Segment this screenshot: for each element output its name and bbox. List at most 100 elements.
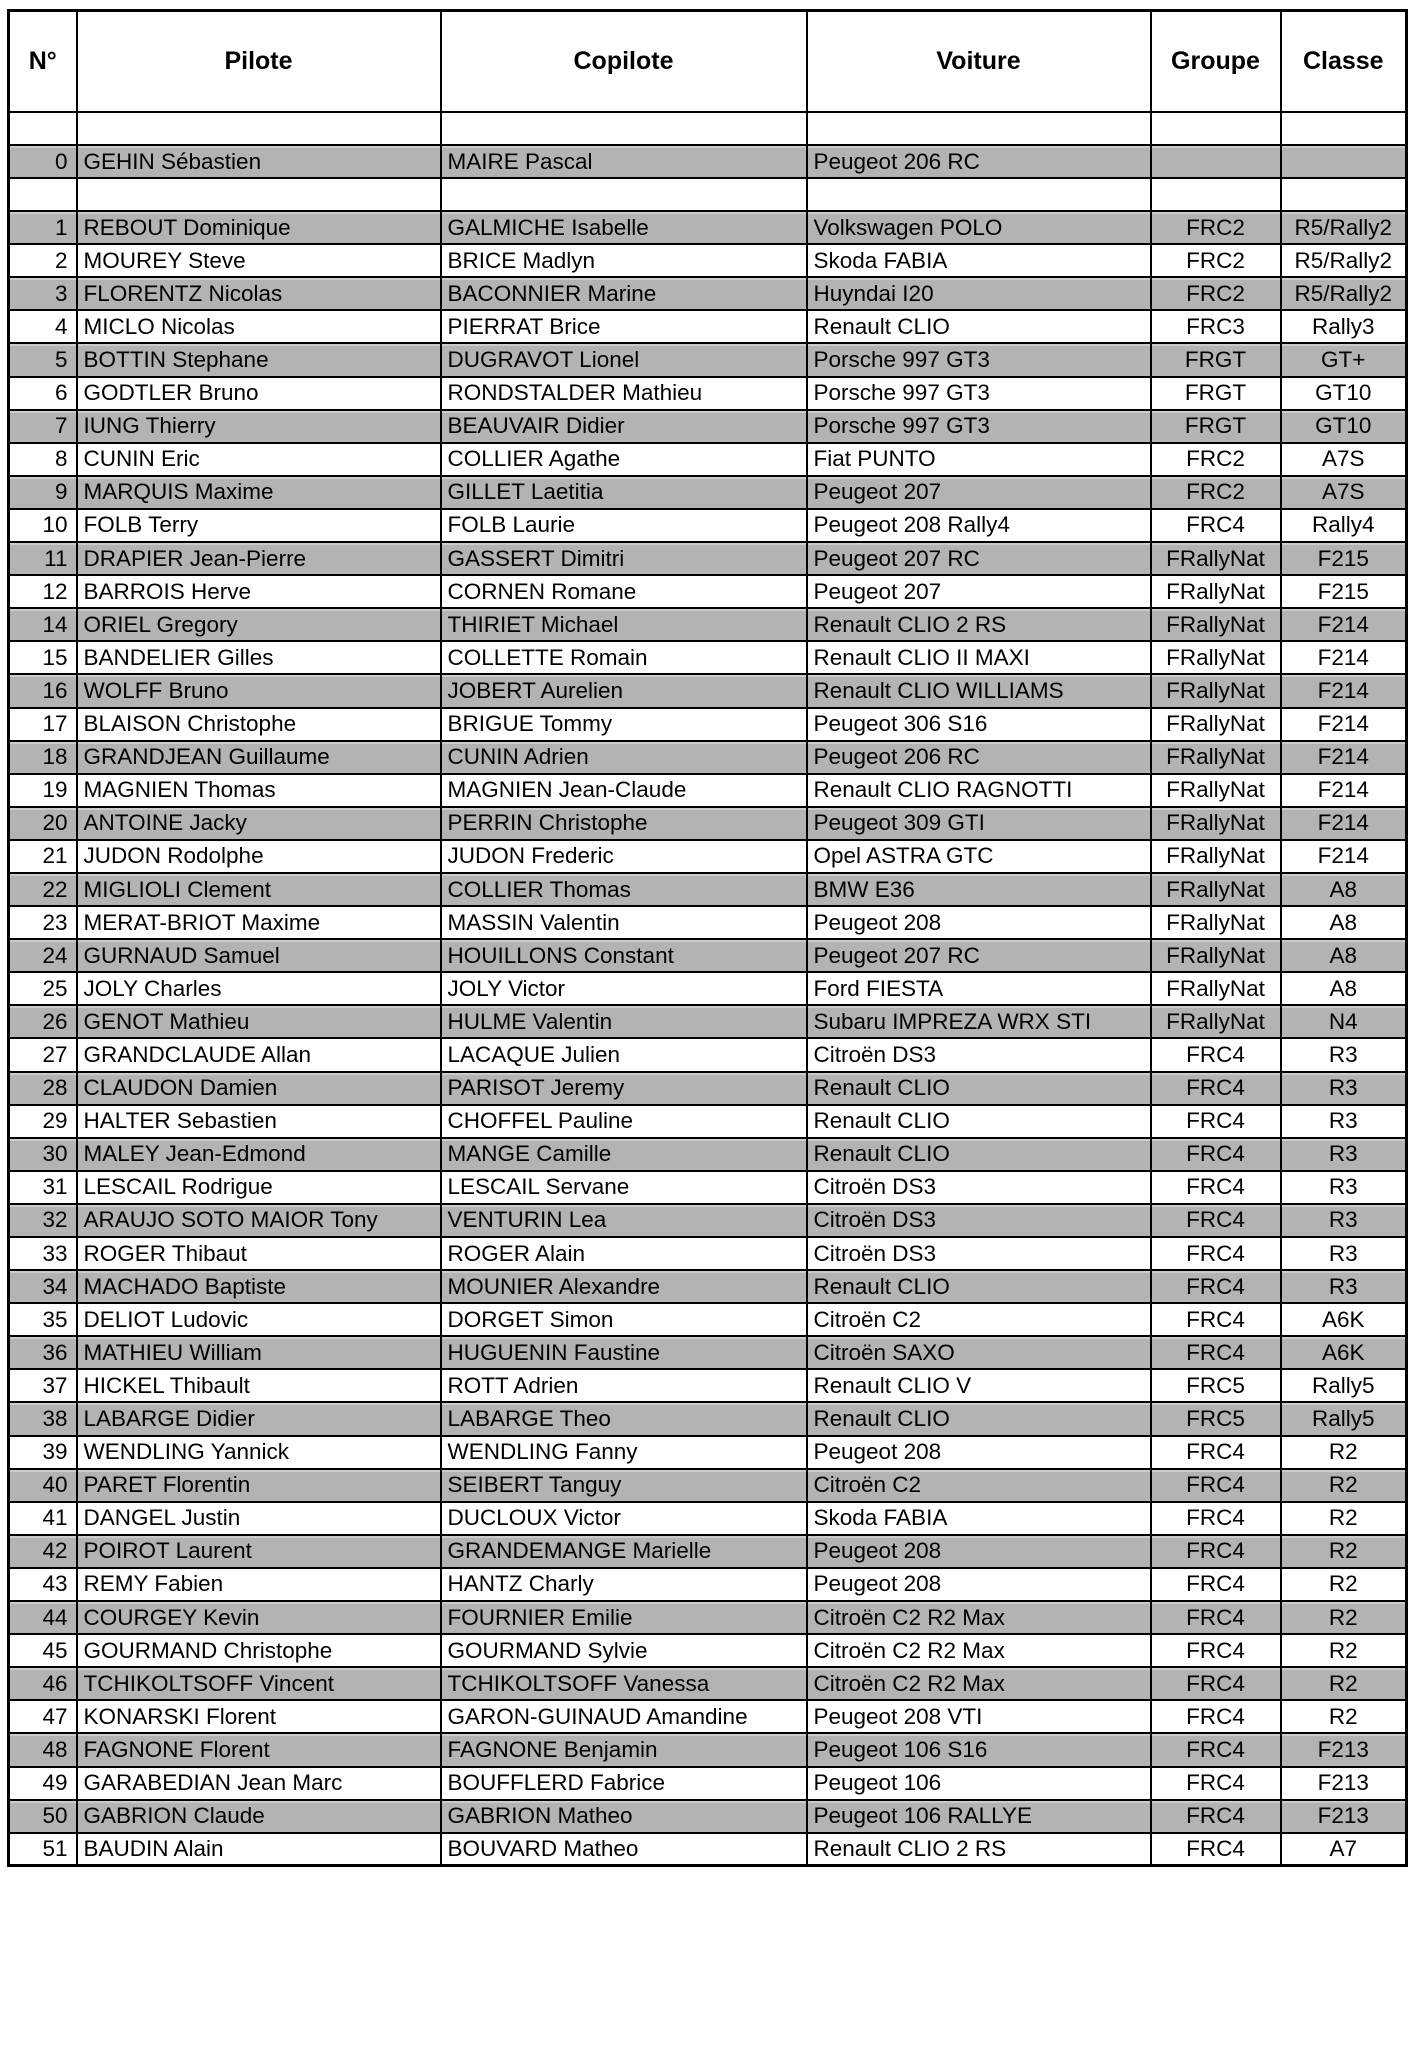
cell-num: 46 xyxy=(7,1666,78,1702)
cell-pilote: GRANDCLAUDE Allan xyxy=(75,1037,442,1073)
cell-classe: R2 xyxy=(1279,1600,1408,1636)
entry-row: 8 CUNIN Eric COLLIER Agathe Fiat PUNTO F… xyxy=(7,441,1408,477)
cell-num: 12 xyxy=(7,574,78,610)
cell-groupe: FRallyNat xyxy=(1149,938,1282,974)
cell-num: 7 xyxy=(7,408,78,444)
cell-groupe: FRC5 xyxy=(1149,1368,1282,1404)
cell-copilote: FOLB Laurie xyxy=(439,507,808,544)
cell-voiture: Citroën C2 R2 Max xyxy=(805,1666,1152,1702)
cell-copilote: BACONNIER Marine xyxy=(439,276,808,312)
entry-row: 18 GRANDJEAN Guillaume CUNIN Adrien Peug… xyxy=(7,739,1408,775)
cell-copilote: FOURNIER Emilie xyxy=(439,1600,808,1636)
cell-voiture: Skoda FABIA xyxy=(805,1500,1152,1536)
cell-copilote: JOBERT Aurelien xyxy=(439,673,808,709)
cell-pilote: KONARSKI Florent xyxy=(75,1699,442,1735)
cell-groupe: FRC4 xyxy=(1149,1500,1282,1536)
cell-pilote: DANGEL Justin xyxy=(75,1500,442,1536)
cell-classe: GT+ xyxy=(1279,342,1408,378)
cell-classe: F214 xyxy=(1279,706,1408,742)
entry-row: 29 HALTER Sebastien CHOFFEL Pauline Rena… xyxy=(7,1103,1408,1139)
entry-row: 47 KONARSKI Florent GARON-GUINAUD Amandi… xyxy=(7,1699,1408,1735)
entry-row: 19 MAGNIEN Thomas MAGNIEN Jean-Claude Re… xyxy=(7,772,1408,808)
cell-copilote: BOUFFLERD Fabrice xyxy=(439,1765,808,1801)
cell-groupe: FRallyNat xyxy=(1149,739,1282,775)
entry-row: 1 REBOUT Dominique GALMICHE Isabelle Vol… xyxy=(7,210,1408,246)
spacer-row xyxy=(7,111,1408,146)
cell-classe: F214 xyxy=(1279,640,1408,676)
cell-pilote: JUDON Rodolphe xyxy=(75,838,442,874)
entry-row: 45 GOURMAND Christophe GOURMAND Sylvie C… xyxy=(7,1633,1408,1669)
cell-groupe: FRallyNat xyxy=(1149,607,1282,643)
entry-row: 31 LESCAIL Rodrigue LESCAIL Servane Citr… xyxy=(7,1169,1408,1205)
cell-groupe: FRC4 xyxy=(1149,1467,1282,1503)
cell-voiture: Renault CLIO xyxy=(805,1103,1152,1139)
cell-pilote: MALEY Jean-Edmond xyxy=(75,1136,442,1172)
cell-groupe: FRallyNat xyxy=(1149,541,1282,577)
cell-groupe: FRallyNat xyxy=(1149,772,1282,808)
spacer-row xyxy=(7,177,1408,213)
cell-groupe: FRC4 xyxy=(1149,1434,1282,1470)
cell-groupe: FRC4 xyxy=(1149,1136,1282,1172)
cell-groupe: FRC5 xyxy=(1149,1401,1282,1437)
cell-copilote: CORNEN Romane xyxy=(439,574,808,610)
cell-num: 45 xyxy=(7,1633,78,1669)
cell-copilote: MAGNIEN Jean-Claude xyxy=(439,772,808,808)
cell-classe: F214 xyxy=(1279,739,1408,775)
cell-voiture: Peugeot 208 Rally4 xyxy=(805,507,1152,544)
cell-groupe: FRallyNat xyxy=(1149,1004,1282,1040)
cell-copilote: MASSIN Valentin xyxy=(439,905,808,941)
cell-classe: N4 xyxy=(1279,1004,1408,1040)
cell-copilote: GALMICHE Isabelle xyxy=(439,210,808,246)
cell-pilote: BANDELIER Gilles xyxy=(75,640,442,676)
cell-pilote: WOLFF Bruno xyxy=(75,673,442,709)
cell-num: 24 xyxy=(7,938,78,974)
cell-classe: R5/Rally2 xyxy=(1279,276,1408,312)
column-header-classe: Classe xyxy=(1279,9,1408,113)
cell-groupe: FRallyNat xyxy=(1149,971,1282,1007)
cell-copilote: MAIRE Pascal xyxy=(439,143,808,180)
cell-voiture: Peugeot 208 xyxy=(805,1566,1152,1603)
entry-row: 5 BOTTIN Stephane DUGRAVOT Lionel Porsch… xyxy=(7,342,1408,378)
cell-voiture: Citroën DS3 xyxy=(805,1037,1152,1073)
cell-num: 4 xyxy=(7,309,78,345)
cell-classe: F214 xyxy=(1279,805,1408,841)
cell-pilote: REMY Fabien xyxy=(75,1566,442,1603)
entry-row: 32 ARAUJO SOTO MAIOR Tony VENTURIN Lea C… xyxy=(7,1202,1408,1239)
cell-num: 48 xyxy=(7,1732,78,1768)
cell-pilote: MATHIEU William xyxy=(75,1335,442,1371)
cell-voiture: Porsche 997 GT3 xyxy=(805,375,1152,411)
cell-copilote: HULME Valentin xyxy=(439,1004,808,1040)
cell-num: 23 xyxy=(7,905,78,941)
cell-groupe: FRC4 xyxy=(1149,1302,1282,1338)
cell-classe: R5/Rally2 xyxy=(1279,210,1408,246)
cell-copilote: MANGE Camille xyxy=(439,1136,808,1172)
cell-groupe: FRallyNat xyxy=(1149,838,1282,874)
entry-row: 38 LABARGE Didier LABARGE Theo Renault C… xyxy=(7,1401,1408,1437)
entry-row: 4 MICLO Nicolas PIERRAT Brice Renault CL… xyxy=(7,309,1408,345)
cell-copilote: TCHIKOLTSOFF Vanessa xyxy=(439,1666,808,1702)
cell-groupe: FRallyNat xyxy=(1149,706,1282,742)
header-row: N° Pilote Copilote Voiture Groupe Classe xyxy=(7,9,1408,113)
cell-classe: F214 xyxy=(1279,838,1408,874)
cell-groupe: FRC2 xyxy=(1149,210,1282,246)
cell-pilote: FLORENTZ Nicolas xyxy=(75,276,442,312)
cell-pilote: GODTLER Bruno xyxy=(75,375,442,411)
cell-voiture: Renault CLIO 2 RS xyxy=(805,1831,1152,1867)
entry-row: 36 MATHIEU William HUGUENIN Faustine Cit… xyxy=(7,1335,1408,1371)
cell-voiture: Citroën C2 xyxy=(805,1302,1152,1338)
cell-copilote: RONDSTALDER Mathieu xyxy=(439,375,808,411)
cell-groupe xyxy=(1149,143,1282,180)
cell-classe: R2 xyxy=(1279,1533,1408,1569)
cell-voiture: Peugeot 207 RC xyxy=(805,938,1152,974)
cell-pilote: MIGLIOLI Clement xyxy=(75,871,442,908)
cell-num: 18 xyxy=(7,739,78,775)
cell-copilote: HOUILLONS Constant xyxy=(439,938,808,974)
cell-pilote: LESCAIL Rodrigue xyxy=(75,1169,442,1205)
cell-pilote: DRAPIER Jean-Pierre xyxy=(75,541,442,577)
cell-groupe: FRallyNat xyxy=(1149,640,1282,676)
cell-pilote: IUNG Thierry xyxy=(75,408,442,444)
cell-groupe: FRC4 xyxy=(1149,1202,1282,1239)
cell-classe: A8 xyxy=(1279,971,1408,1007)
entry-row: 40 PARET Florentin SEIBERT Tanguy Citroë… xyxy=(7,1467,1408,1503)
cell-voiture: Porsche 997 GT3 xyxy=(805,408,1152,444)
